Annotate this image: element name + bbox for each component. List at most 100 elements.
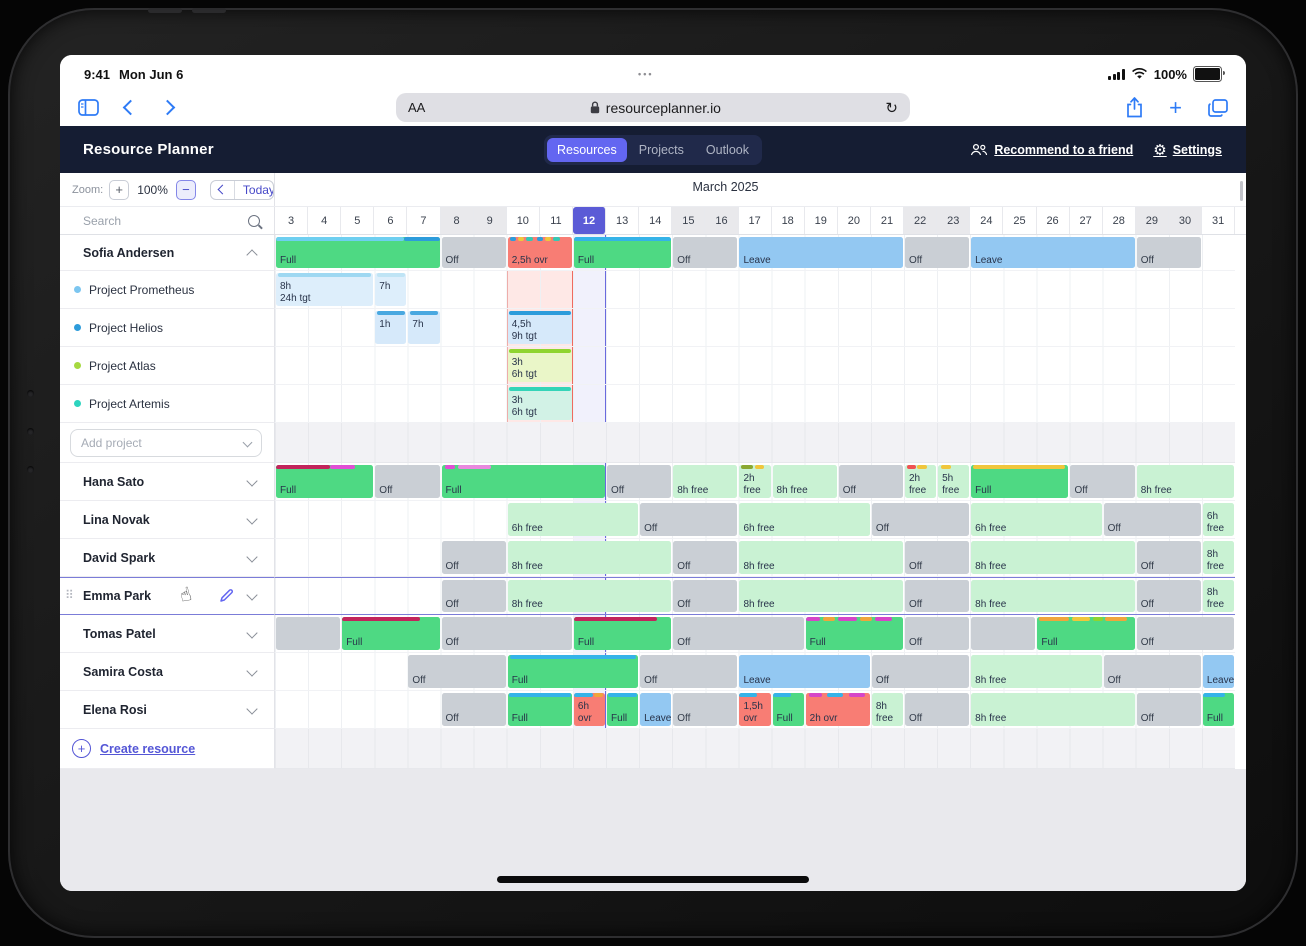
create-resource-button[interactable]: + Create resource — [60, 739, 195, 758]
sidebar-toggle-icon[interactable] — [78, 99, 99, 116]
schedule-block-off[interactable]: Off — [1136, 617, 1234, 650]
date-cell[interactable]: 4 — [308, 207, 342, 234]
schedule-block-off[interactable]: Off — [1103, 655, 1201, 688]
date-cell[interactable]: 24 — [970, 207, 1004, 234]
sidebar-item-lina[interactable]: Lina Novak — [60, 501, 275, 539]
schedule-block-off[interactable]: Off — [607, 465, 672, 498]
schedule-block-off[interactable]: Off — [1103, 503, 1201, 536]
schedule-block-full[interactable]: Full — [441, 465, 606, 498]
date-cell[interactable]: 26 — [1037, 207, 1070, 234]
multitask-handle[interactable]: ••• — [638, 69, 654, 79]
schedule-block-8h-free[interactable]: 8h free — [1202, 541, 1234, 574]
expand-chevron-icon[interactable] — [246, 664, 258, 677]
schedule-block-8h-free[interactable]: 8h free — [971, 693, 1135, 726]
schedule-block-3h[interactable]: 3h 6h tgt — [507, 387, 572, 420]
date-cell[interactable]: 13 — [606, 207, 640, 234]
schedule-block-off[interactable]: Off — [1136, 693, 1201, 726]
schedule-block-8h-free[interactable]: 8h free — [871, 693, 903, 726]
schedule-block-full[interactable]: Full — [507, 655, 639, 688]
schedule-block-8h-free[interactable]: 8h free — [971, 580, 1135, 612]
schedule-block-off[interactable]: Off — [904, 580, 970, 612]
schedule-block-off[interactable]: Off — [673, 237, 738, 268]
schedule-block-8h-free[interactable]: 8h free — [772, 465, 837, 498]
zoom-out-button[interactable]: − — [175, 179, 196, 200]
sidebar-item-elena[interactable]: Elena Rosi — [60, 691, 275, 729]
tabs-icon[interactable] — [1208, 98, 1228, 117]
reload-button[interactable]: ↻ — [885, 99, 898, 117]
schedule-block-off[interactable]: Off — [441, 237, 506, 268]
schedule-block-full[interactable]: Full — [342, 617, 440, 650]
schedule-block-2h-ovr[interactable]: 2h ovr — [805, 693, 870, 726]
date-cell[interactable]: 21 — [871, 207, 905, 234]
schedule-block-2h-free[interactable]: 2h free — [739, 465, 771, 498]
schedule-block-2h-free[interactable]: 2h free — [904, 465, 937, 498]
schedule-block-off[interactable]: Off — [673, 541, 738, 574]
schedule-block-6h-ovr[interactable]: 6h ovr — [573, 693, 606, 726]
back-button[interactable] — [122, 99, 139, 116]
date-cell[interactable]: 7 — [407, 207, 441, 234]
date-cell[interactable]: 23 — [937, 207, 971, 234]
schedule-block-off[interactable]: Off — [375, 465, 440, 498]
zoom-in-button[interactable]: + — [109, 179, 130, 200]
schedule-block-off[interactable]: Off — [640, 655, 738, 688]
schedule-block-5h-free[interactable]: 5h free — [938, 465, 970, 498]
search-input[interactable]: Search — [60, 207, 275, 234]
date-cell[interactable]: 14 — [639, 207, 673, 234]
schedule-block-off[interactable]: Off — [871, 655, 970, 688]
date-cell[interactable]: 25 — [1003, 207, 1037, 234]
schedule-block-full[interactable]: Full — [507, 693, 572, 726]
schedule-block-empty[interactable] — [276, 617, 341, 650]
schedule-block-off[interactable]: Off — [640, 503, 738, 536]
collapse-chevron-icon[interactable] — [246, 248, 258, 261]
schedule-block-off[interactable]: Off — [1136, 237, 1201, 268]
schedule-block-4-5h[interactable]: 4,5h 9h tgt — [507, 311, 572, 344]
schedule-block-full[interactable]: Full — [573, 237, 672, 268]
drag-handle-icon[interactable]: ⠿ — [65, 588, 74, 602]
schedule-block-full[interactable]: Full — [805, 617, 903, 650]
schedule-block-off[interactable]: Off — [904, 617, 970, 650]
schedule-block-7h[interactable]: 7h — [408, 311, 440, 344]
date-cell[interactable]: 16 — [705, 207, 739, 234]
text-size-button[interactable]: AA — [408, 100, 426, 115]
schedule-block-6h-free[interactable]: 6h free — [1202, 503, 1234, 536]
sidebar-project-artemis[interactable]: Project Artemis — [60, 385, 275, 423]
schedule-block-6h-free[interactable]: 6h free — [971, 503, 1102, 536]
schedule-block-8h-free[interactable]: 8h free — [1136, 465, 1234, 498]
schedule-block-full[interactable]: Full — [1202, 693, 1234, 726]
date-cell[interactable]: 12 — [572, 207, 607, 234]
schedule-block-full[interactable]: Full — [573, 617, 672, 650]
schedule-block-off[interactable]: Off — [1070, 465, 1135, 498]
address-bar[interactable]: AA resourceplanner.io ↻ — [396, 93, 910, 122]
schedule-block-1-5h-ovr[interactable]: 1,5h ovr — [739, 693, 771, 726]
date-cell[interactable]: 17 — [739, 207, 772, 234]
date-cell[interactable]: 31 — [1202, 207, 1236, 234]
schedule-block-off[interactable]: Off — [904, 541, 970, 574]
schedule-block-8h-free[interactable]: 8h free — [739, 580, 903, 612]
schedule-block-off[interactable]: Off — [904, 693, 970, 726]
schedule-block-off[interactable]: Off — [673, 693, 738, 726]
recommend-link[interactable]: Recommend to a friend — [970, 143, 1133, 157]
date-cell[interactable]: 18 — [772, 207, 805, 234]
schedule-block-2-5h-ovr[interactable]: 2,5h ovr — [507, 237, 572, 268]
schedule-block-off[interactable]: Off — [904, 237, 970, 268]
schedule-block-leave[interactable]: Leave — [971, 237, 1135, 268]
prev-period-button[interactable] — [211, 180, 235, 199]
schedule-block-off[interactable]: Off — [408, 655, 506, 688]
scrollbar-thumb[interactable] — [1240, 181, 1243, 201]
date-cell[interactable]: 28 — [1103, 207, 1136, 234]
date-cell[interactable]: 8 — [440, 207, 474, 234]
schedule-block-8h[interactable]: 8h 24h tgt — [276, 273, 374, 306]
schedule-block-off[interactable]: Off — [673, 617, 804, 650]
add-project-select[interactable]: Add project — [70, 428, 262, 457]
schedule-block-off[interactable]: Off — [1136, 541, 1201, 574]
date-cell[interactable]: 22 — [904, 207, 938, 234]
share-icon[interactable] — [1126, 97, 1143, 118]
date-cell[interactable]: 15 — [672, 207, 706, 234]
sidebar-item-sofia[interactable]: Sofia Andersen — [60, 235, 275, 271]
new-tab-icon[interactable]: + — [1169, 94, 1182, 120]
schedule-block-off[interactable]: Off — [871, 503, 970, 536]
schedule-block-off[interactable]: Off — [441, 693, 506, 726]
date-cell[interactable]: 20 — [838, 207, 871, 234]
date-cell[interactable]: 6 — [374, 207, 408, 234]
expand-chevron-icon[interactable] — [246, 589, 258, 601]
